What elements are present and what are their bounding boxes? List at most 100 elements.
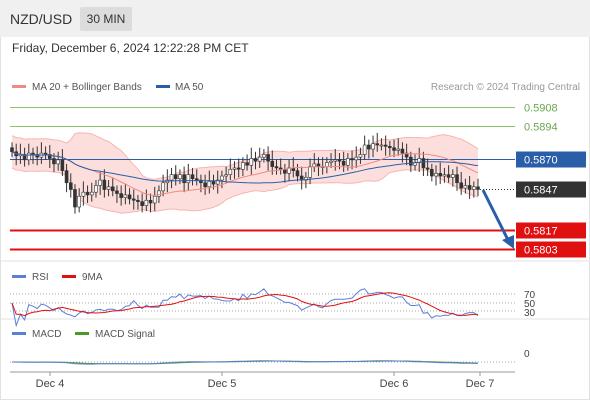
candle xyxy=(463,178,468,194)
legend-ma20-bollinger: MA 20 + Bollinger Bands xyxy=(12,82,142,93)
candle xyxy=(476,178,480,197)
candle-body xyxy=(228,168,233,175)
candle-body xyxy=(89,191,94,196)
legend-ma50-label: MA 50 xyxy=(175,82,204,93)
legend-ma50: MA 50 xyxy=(156,82,204,93)
candle-body xyxy=(207,181,212,188)
candle-body xyxy=(241,162,245,170)
candle-body xyxy=(131,198,136,201)
candle-body xyxy=(312,163,317,167)
candle-body xyxy=(64,170,69,184)
candle xyxy=(346,153,350,171)
candle-body xyxy=(396,148,401,151)
legend-9ma-label: 9MA xyxy=(82,272,103,283)
bollinger-band-area xyxy=(12,132,478,214)
level-label: 0.5894 xyxy=(524,122,558,134)
timeframe-button[interactable]: 30 MIN xyxy=(80,7,132,31)
candle xyxy=(182,166,186,193)
candle-body xyxy=(333,159,338,162)
candle xyxy=(115,185,119,203)
candle xyxy=(249,147,254,175)
candle xyxy=(186,163,191,191)
legend-macd: MACD xyxy=(12,329,61,340)
candle xyxy=(434,165,438,186)
candle xyxy=(161,174,165,197)
candle xyxy=(253,151,258,170)
candle xyxy=(136,194,140,210)
macd-series xyxy=(11,360,479,365)
candle-body xyxy=(68,182,73,190)
candle-body xyxy=(102,179,107,190)
legend-macd-signal: MACD Signal xyxy=(75,329,155,340)
level-0.5803: 0.5803 xyxy=(10,241,586,258)
candle xyxy=(106,180,111,197)
candle-body xyxy=(438,173,443,177)
candle xyxy=(472,181,476,198)
x-tick-label: Dec 7 xyxy=(466,378,495,390)
candle xyxy=(459,171,464,195)
candle xyxy=(438,162,443,185)
legend-rsi: RSI xyxy=(12,272,49,283)
ma50-line xyxy=(11,151,479,184)
candle xyxy=(169,167,174,189)
candle-body xyxy=(22,154,27,161)
candle xyxy=(131,189,136,210)
candle-body xyxy=(144,199,149,206)
candle xyxy=(362,135,367,160)
candle-body xyxy=(371,143,375,150)
candle xyxy=(148,193,153,213)
candle-body xyxy=(442,174,447,177)
bollinger-lower xyxy=(11,167,479,214)
candle-body xyxy=(199,179,203,184)
candle-body xyxy=(236,167,241,170)
level-label: 0.5908 xyxy=(524,103,558,115)
candle-body xyxy=(31,152,35,155)
legend-9ma-swatch xyxy=(62,275,76,278)
candle-body xyxy=(467,185,472,190)
rsi-label-30: 30 xyxy=(524,308,536,319)
candle xyxy=(409,151,413,172)
candle xyxy=(350,150,354,170)
candle xyxy=(358,147,363,164)
candle-body xyxy=(341,160,346,166)
candle-body xyxy=(362,144,367,155)
candle xyxy=(236,158,241,178)
candle xyxy=(241,157,245,177)
candle-body xyxy=(266,154,270,162)
candle-body xyxy=(425,167,430,170)
candle xyxy=(367,139,371,159)
legend-macd-signal-label: MACD Signal xyxy=(95,329,155,340)
candle xyxy=(22,147,27,167)
research-credit: Research © 2024 Trading Central xyxy=(431,82,580,93)
candle xyxy=(173,165,178,186)
candle xyxy=(89,182,94,202)
candle xyxy=(224,166,228,183)
candle xyxy=(308,158,312,185)
candle-body xyxy=(43,152,48,155)
candle xyxy=(383,135,388,156)
candle-body xyxy=(35,154,39,158)
candle-body xyxy=(182,174,186,184)
level-label: 0.5803 xyxy=(524,245,558,257)
candle-body xyxy=(308,166,312,178)
candle xyxy=(257,147,262,168)
candle xyxy=(442,167,447,183)
candle-body xyxy=(367,144,371,150)
candle-body xyxy=(346,158,350,166)
candle xyxy=(430,163,434,182)
candle-body xyxy=(421,158,426,169)
candle-body xyxy=(173,174,178,180)
candle xyxy=(421,151,426,177)
candle-body xyxy=(337,159,342,162)
level-box xyxy=(516,241,586,258)
bollinger-bands xyxy=(11,132,479,214)
candle-body xyxy=(249,158,254,166)
candle xyxy=(119,185,123,206)
rsi-label-70: 70 xyxy=(524,290,536,301)
candle xyxy=(446,165,451,183)
candle xyxy=(140,193,144,213)
candle-body xyxy=(10,147,14,153)
candle xyxy=(262,149,266,163)
candle-body xyxy=(26,152,31,161)
